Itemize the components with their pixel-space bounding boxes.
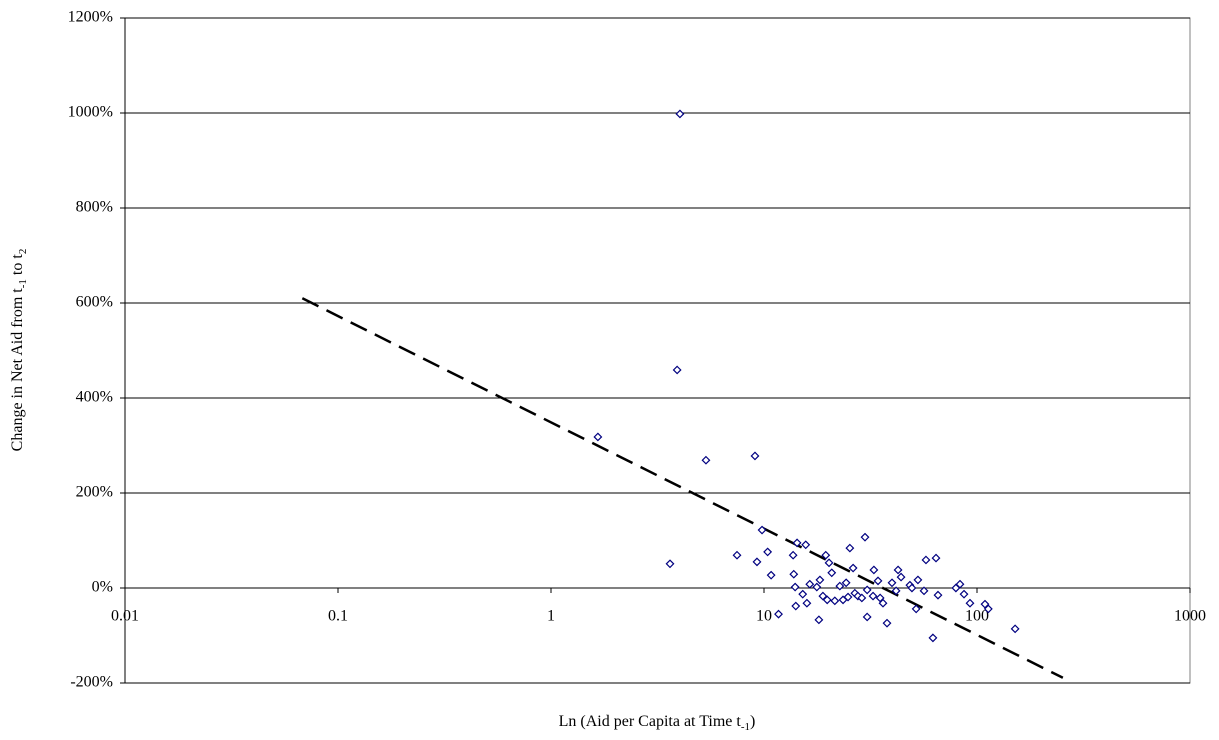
scatter-point (862, 612, 872, 622)
scatter-point (750, 451, 760, 461)
scatter-point (790, 582, 800, 592)
scatter-point (911, 604, 921, 614)
scatter-point (869, 565, 879, 575)
scatter-point (815, 575, 825, 585)
y-tick-label: 600% (76, 294, 113, 311)
scatter-point (928, 633, 938, 643)
scatter-point (891, 586, 901, 596)
scatter-point (845, 543, 855, 553)
scatter-point (672, 365, 682, 375)
scatter-point (665, 559, 675, 569)
scatter-point (791, 601, 801, 611)
y-axis-title-part: to t (9, 254, 26, 279)
scatter-point (814, 615, 824, 625)
x-tick-label: 1 (547, 608, 555, 625)
scatter-point (983, 604, 993, 614)
y-tick-label: 800% (76, 199, 113, 216)
scatter-point (882, 618, 892, 628)
scatter-point (812, 582, 822, 592)
scatter-point (887, 578, 897, 588)
y-tick-label: 1200% (68, 9, 113, 26)
x-axis-title-part: Ln (Aid per Capita at Time t (559, 713, 742, 730)
x-tick-label: 10 (756, 608, 772, 625)
x-tick-label: 0.01 (111, 608, 139, 625)
scatter-point (789, 569, 799, 579)
y-tick-label: 0% (92, 579, 113, 596)
scatter-point (959, 589, 969, 599)
scatter-point (853, 591, 863, 601)
x-axis-title: Ln (Aid per Capita at Time t-1) (559, 713, 756, 733)
scatter-point (1010, 624, 1020, 634)
scatter-point (752, 557, 762, 567)
scatter-point (875, 593, 885, 603)
scatter-point (798, 589, 808, 599)
scatter-point (907, 583, 917, 593)
scatter-point (862, 585, 872, 595)
scatter-point (805, 579, 815, 589)
y-tick-label: -200% (70, 674, 113, 691)
y-axis-title-sub: -1 (17, 279, 29, 288)
y-tick-label: 400% (76, 389, 113, 406)
x-axis-title-sub: -1 (741, 721, 750, 733)
scatter-point (788, 550, 798, 560)
scatter-point (896, 572, 906, 582)
scatter-point (848, 563, 858, 573)
trend-line (301, 297, 1064, 679)
scatter-point (857, 593, 867, 603)
scatter-point (827, 568, 837, 578)
scatter-point (675, 109, 685, 119)
scatter-point (919, 586, 929, 596)
scatter-point (732, 550, 742, 560)
scatter-point (824, 558, 834, 568)
scatter-point (774, 609, 783, 619)
scatter-point (835, 581, 845, 591)
scatter-point (841, 578, 851, 588)
scatter-point (955, 579, 965, 589)
y-tick-label: 1000% (68, 104, 113, 121)
x-tick-label: 0.1 (328, 608, 348, 625)
scatter-point (843, 592, 853, 602)
scatter-point (763, 547, 773, 557)
scatter-point (821, 550, 831, 560)
scatter-point (822, 595, 832, 605)
scatter-point (873, 576, 883, 586)
plot-area (124, 17, 1191, 684)
scatter-point (593, 432, 603, 442)
scatter-point (766, 570, 776, 580)
scatter-point (818, 591, 828, 601)
scatter-point (921, 555, 931, 565)
scatter-point (980, 599, 990, 609)
scatter-point (701, 455, 711, 465)
scatter-point (792, 538, 802, 548)
scatter-point (913, 575, 923, 585)
y-axis-title: Change in Net Aid from t-1 to t2 (9, 249, 29, 452)
scatter-point (931, 553, 941, 563)
scatter-point (860, 532, 870, 542)
scatter-point (868, 591, 878, 601)
y-axis-title-part: Change in Net Aid from t (9, 288, 26, 452)
scatter-point (830, 596, 840, 606)
y-axis-title-sub: 2 (17, 249, 29, 255)
scatter-point (801, 540, 811, 550)
x-axis-title-part: ) (750, 713, 755, 730)
scatter-point (878, 598, 888, 608)
y-tick-label: 200% (76, 484, 113, 501)
scatter-point (893, 565, 903, 575)
x-tick-label: 100 (965, 608, 989, 625)
scatter-point (757, 525, 767, 535)
x-tick-label: 1000 (1174, 608, 1206, 625)
scatter-point (965, 598, 975, 608)
scatter-point (802, 598, 812, 608)
scatter-point (933, 590, 943, 600)
